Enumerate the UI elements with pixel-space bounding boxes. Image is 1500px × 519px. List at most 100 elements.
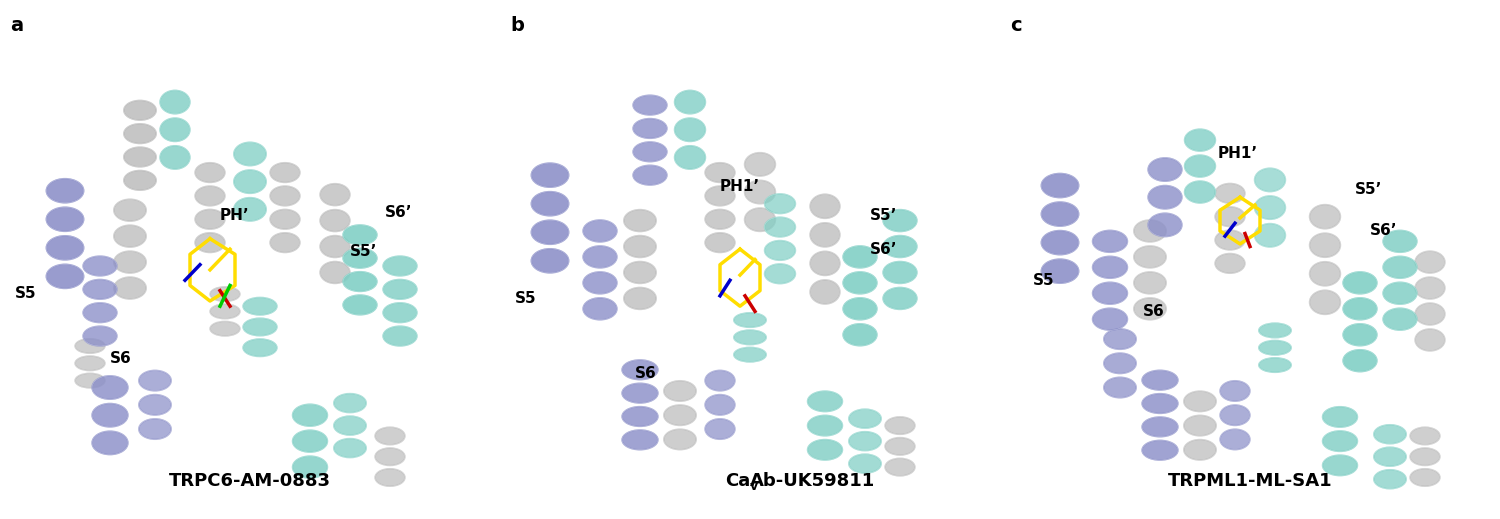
Ellipse shape xyxy=(1410,427,1440,445)
Ellipse shape xyxy=(333,393,366,413)
Ellipse shape xyxy=(884,210,916,231)
Ellipse shape xyxy=(624,236,657,257)
Ellipse shape xyxy=(1383,256,1417,278)
Ellipse shape xyxy=(1414,251,1444,273)
Ellipse shape xyxy=(1184,391,1216,412)
Ellipse shape xyxy=(531,220,568,244)
Ellipse shape xyxy=(344,271,376,292)
Ellipse shape xyxy=(675,146,705,169)
Ellipse shape xyxy=(292,430,327,452)
Ellipse shape xyxy=(270,233,300,253)
Ellipse shape xyxy=(1220,381,1250,401)
Ellipse shape xyxy=(744,153,776,176)
Ellipse shape xyxy=(675,118,705,142)
Ellipse shape xyxy=(1215,183,1245,203)
Ellipse shape xyxy=(1041,259,1078,283)
Text: c: c xyxy=(1010,16,1022,35)
Ellipse shape xyxy=(1258,323,1292,338)
Ellipse shape xyxy=(843,246,878,268)
Ellipse shape xyxy=(82,279,117,299)
Ellipse shape xyxy=(1142,417,1178,437)
Ellipse shape xyxy=(195,162,225,183)
Ellipse shape xyxy=(114,225,147,247)
Ellipse shape xyxy=(320,262,350,283)
Text: S6’: S6’ xyxy=(1370,224,1398,238)
Ellipse shape xyxy=(1383,308,1417,330)
Ellipse shape xyxy=(123,147,156,167)
Ellipse shape xyxy=(705,233,735,253)
Ellipse shape xyxy=(810,223,840,247)
Ellipse shape xyxy=(333,416,366,435)
Text: PH’: PH’ xyxy=(220,208,249,223)
Ellipse shape xyxy=(1041,230,1078,255)
Ellipse shape xyxy=(82,326,117,346)
Ellipse shape xyxy=(270,162,300,183)
Ellipse shape xyxy=(270,186,300,206)
Ellipse shape xyxy=(765,264,795,284)
Text: S5’: S5’ xyxy=(1354,182,1383,197)
Ellipse shape xyxy=(1310,262,1341,286)
Ellipse shape xyxy=(633,165,668,185)
Ellipse shape xyxy=(624,262,657,283)
Ellipse shape xyxy=(1092,308,1128,330)
Ellipse shape xyxy=(633,118,668,139)
Ellipse shape xyxy=(1185,129,1215,151)
Ellipse shape xyxy=(1041,173,1078,198)
Ellipse shape xyxy=(210,321,240,336)
Ellipse shape xyxy=(584,246,616,268)
Text: Ca: Ca xyxy=(724,472,750,490)
Ellipse shape xyxy=(807,391,843,412)
Ellipse shape xyxy=(734,312,766,327)
Ellipse shape xyxy=(810,194,840,218)
Ellipse shape xyxy=(320,184,350,206)
Ellipse shape xyxy=(75,339,105,353)
Ellipse shape xyxy=(270,209,300,229)
Ellipse shape xyxy=(46,236,84,260)
Ellipse shape xyxy=(1310,204,1341,229)
Ellipse shape xyxy=(46,264,84,289)
Ellipse shape xyxy=(705,371,735,391)
Ellipse shape xyxy=(195,233,225,253)
Ellipse shape xyxy=(1220,429,1250,449)
Ellipse shape xyxy=(663,381,696,401)
Ellipse shape xyxy=(705,419,735,439)
Ellipse shape xyxy=(1254,168,1286,192)
Ellipse shape xyxy=(234,170,267,194)
Ellipse shape xyxy=(1254,224,1286,247)
Ellipse shape xyxy=(884,262,916,283)
Ellipse shape xyxy=(1134,246,1167,268)
Ellipse shape xyxy=(843,298,878,320)
Ellipse shape xyxy=(624,288,657,309)
Ellipse shape xyxy=(243,297,278,315)
Ellipse shape xyxy=(382,326,417,346)
Ellipse shape xyxy=(92,376,128,399)
Ellipse shape xyxy=(807,440,843,460)
Ellipse shape xyxy=(1310,290,1341,315)
Ellipse shape xyxy=(1410,469,1440,486)
Ellipse shape xyxy=(75,373,105,388)
Text: S5: S5 xyxy=(15,286,36,301)
Text: S6’: S6’ xyxy=(870,242,897,256)
Ellipse shape xyxy=(1104,353,1137,374)
Ellipse shape xyxy=(92,431,128,455)
Text: S6: S6 xyxy=(110,351,132,365)
Ellipse shape xyxy=(849,454,882,473)
Text: v: v xyxy=(750,480,758,493)
Ellipse shape xyxy=(663,405,696,426)
Text: S6: S6 xyxy=(634,366,657,381)
Ellipse shape xyxy=(195,209,225,229)
Ellipse shape xyxy=(622,406,658,427)
Ellipse shape xyxy=(843,272,878,294)
Ellipse shape xyxy=(810,251,840,276)
Ellipse shape xyxy=(138,371,171,391)
Ellipse shape xyxy=(705,209,735,229)
Ellipse shape xyxy=(382,279,417,299)
Ellipse shape xyxy=(1342,350,1377,372)
Ellipse shape xyxy=(807,415,843,436)
Ellipse shape xyxy=(1342,272,1377,294)
Ellipse shape xyxy=(344,248,376,268)
Ellipse shape xyxy=(210,286,240,302)
Ellipse shape xyxy=(531,249,568,273)
Ellipse shape xyxy=(1041,202,1078,226)
Ellipse shape xyxy=(1185,181,1215,203)
